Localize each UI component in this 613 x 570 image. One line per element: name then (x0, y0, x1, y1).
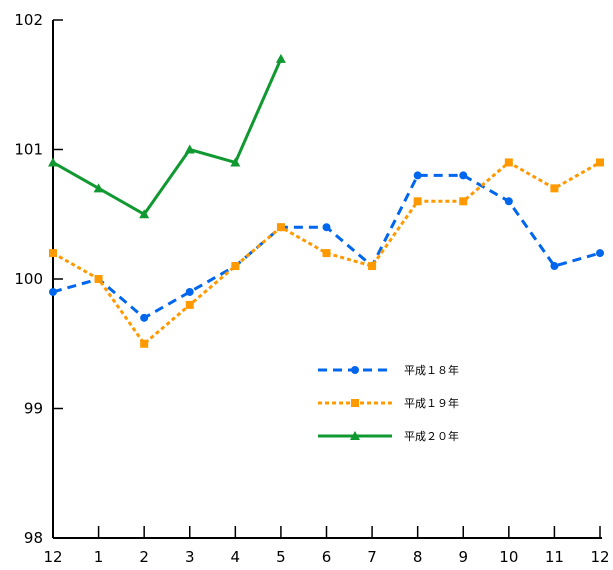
x-tick-label: 8 (413, 548, 423, 566)
data-point (230, 157, 241, 167)
data-point (275, 53, 286, 63)
x-tick-label: 1 (94, 548, 104, 566)
x-tick-label: 5 (276, 548, 286, 566)
data-point (276, 223, 285, 232)
series-line (52, 58, 283, 217)
y-tick-label: 101 (14, 141, 43, 159)
legend-label: 平成１８年 (404, 363, 459, 377)
data-point (48, 157, 58, 167)
data-point (459, 171, 468, 180)
data-point (596, 158, 604, 167)
legend-label: 平成１９年 (404, 396, 459, 410)
legend-label: 平成２０年 (404, 429, 459, 443)
x-tick-label: 11 (545, 548, 564, 566)
x-tick-label: 6 (322, 548, 332, 566)
data-point (368, 262, 377, 271)
x-tick-label: 12 (590, 548, 609, 566)
data-point (459, 197, 468, 206)
data-point (413, 197, 422, 206)
data-point (94, 275, 103, 283)
data-point (231, 262, 240, 271)
y-tick-label: 102 (14, 11, 43, 29)
legend-marker (351, 399, 359, 407)
x-tick-label: 4 (231, 548, 241, 566)
data-point (184, 144, 195, 154)
series-2 (49, 158, 604, 348)
y-tick-label: 100 (14, 270, 43, 288)
data-point (140, 339, 149, 348)
series-line (52, 173, 601, 320)
y-tick-label: 99 (24, 400, 43, 418)
data-point (185, 287, 194, 296)
x-tick-label: 10 (499, 548, 518, 566)
legend-item: 平成１８年 (318, 363, 459, 377)
x-tick-label: 3 (185, 548, 195, 566)
data-point (413, 171, 422, 180)
data-point (322, 223, 331, 232)
data-point (504, 158, 513, 167)
legend-marker (351, 366, 359, 374)
series-3 (48, 53, 286, 219)
x-tick-label: 12 (43, 548, 62, 566)
data-point (185, 300, 194, 309)
x-tick-label: 9 (458, 548, 468, 566)
data-point (550, 262, 559, 271)
x-tick-label: 7 (367, 548, 377, 566)
data-point (504, 197, 513, 206)
data-point (139, 209, 150, 219)
legend-marker (350, 431, 360, 440)
legend-item: 平成２０年 (318, 429, 459, 443)
series-1 (49, 171, 604, 322)
legend-item: 平成１９年 (318, 396, 459, 410)
x-tick-label: 2 (139, 548, 149, 566)
y-tick-label: 98 (24, 529, 43, 547)
data-point (49, 287, 57, 296)
data-point (140, 313, 149, 322)
data-point (550, 184, 559, 193)
data-point (93, 183, 104, 193)
data-point (49, 249, 57, 258)
data-point (322, 249, 331, 258)
data-point (596, 249, 604, 258)
series-layer (48, 53, 604, 348)
